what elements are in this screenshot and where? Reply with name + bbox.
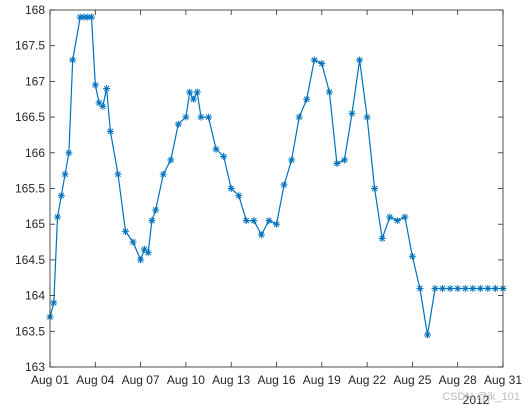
data-point (424, 331, 431, 339)
data-point (348, 110, 356, 118)
data-point (186, 88, 194, 96)
x-tick-label: Aug 19 (303, 373, 341, 387)
data-point (454, 284, 462, 292)
data-point (227, 185, 235, 192)
data-point (416, 284, 424, 292)
x-secondary-label: 2012 (463, 393, 490, 407)
data-point (129, 238, 137, 246)
data-point (106, 127, 114, 135)
y-tick-label: 164 (25, 289, 45, 303)
data-point (340, 156, 348, 164)
watermark: CSDN @jk_101 (442, 391, 520, 403)
data-point (174, 120, 182, 128)
data-point (54, 213, 62, 221)
data-point (88, 13, 96, 21)
series-line (49, 16, 503, 335)
x-tick-label: Aug 01 (31, 373, 69, 387)
data-point (408, 252, 416, 260)
data-point (167, 156, 175, 164)
data-point (103, 85, 111, 93)
data-point (288, 156, 296, 164)
data-point (122, 227, 129, 235)
data-point (197, 113, 205, 121)
data-point (318, 60, 326, 68)
y-tick-label: 165 (25, 217, 45, 231)
series-layer (46, 13, 507, 339)
y-tick-label: 164.5 (15, 253, 45, 267)
y-tick-label: 163 (25, 360, 45, 374)
data-point (303, 95, 311, 103)
x-tick-label: Aug 25 (393, 373, 431, 387)
plot-background (50, 10, 503, 367)
y-tick-label: 167.5 (15, 39, 45, 53)
data-point (439, 284, 447, 292)
x-tick-label: Aug 13 (212, 373, 250, 387)
data-point (378, 234, 386, 242)
data-point (114, 170, 122, 178)
data-point (50, 299, 58, 307)
y-axis: 163 163.5 164 164.5 165 165.5 166 166.5 167 167.5… (15, 3, 503, 374)
data-point (235, 192, 243, 200)
data-point (242, 217, 250, 225)
data-point (393, 217, 401, 225)
data-point (205, 113, 213, 121)
data-point (484, 284, 492, 292)
y-tick-label: 167 (25, 74, 45, 88)
data-point (386, 213, 394, 221)
x-tick-label: Aug 10 (167, 373, 205, 387)
data-point (193, 88, 201, 96)
data-point (159, 170, 167, 178)
x-tick-label: Aug 28 (439, 373, 477, 387)
x-tick-label: Aug 31 (484, 373, 522, 387)
data-point (333, 160, 341, 168)
data-point (280, 181, 288, 189)
data-point (295, 113, 303, 121)
data-point (148, 217, 156, 225)
data-point (182, 113, 190, 121)
data-point (356, 56, 364, 64)
data-point (61, 170, 69, 178)
data-point (152, 206, 160, 214)
y-tick-label: 168 (25, 3, 45, 17)
data-point (57, 192, 65, 200)
data-point (461, 284, 469, 292)
data-point (189, 95, 197, 103)
data-point (137, 256, 145, 264)
data-point (476, 284, 484, 292)
data-point (212, 145, 220, 153)
x-axis: Aug 01 Aug 04 Aug 07 Aug 10 Aug 13 Aug 16 Aug … (31, 10, 522, 387)
data-point (220, 152, 228, 160)
y-tick-label: 166 (25, 146, 45, 160)
data-point (265, 217, 273, 225)
data-point (363, 113, 371, 121)
data-point (91, 81, 99, 89)
x-tick-label: Aug 07 (122, 373, 160, 387)
y-tick-label: 163.5 (15, 324, 45, 338)
data-point (144, 249, 152, 257)
data-point (446, 284, 454, 292)
data-point (491, 284, 499, 292)
x-tick-label: Aug 16 (257, 373, 295, 387)
y-tick-label: 165.5 (15, 182, 45, 196)
data-point (257, 231, 265, 239)
data-point (431, 284, 439, 292)
data-point (325, 88, 333, 96)
x-tick-label: Aug 04 (76, 373, 114, 387)
y-tick-label: 166.5 (15, 110, 45, 124)
data-point (469, 284, 477, 292)
data-point (401, 213, 409, 221)
data-point (65, 149, 73, 157)
data-point (69, 56, 77, 64)
data-point (273, 220, 280, 228)
data-point (99, 102, 107, 110)
data-point (310, 56, 318, 64)
data-point (371, 185, 379, 192)
x-tick-label: Aug 22 (348, 373, 386, 387)
data-point (250, 217, 258, 225)
